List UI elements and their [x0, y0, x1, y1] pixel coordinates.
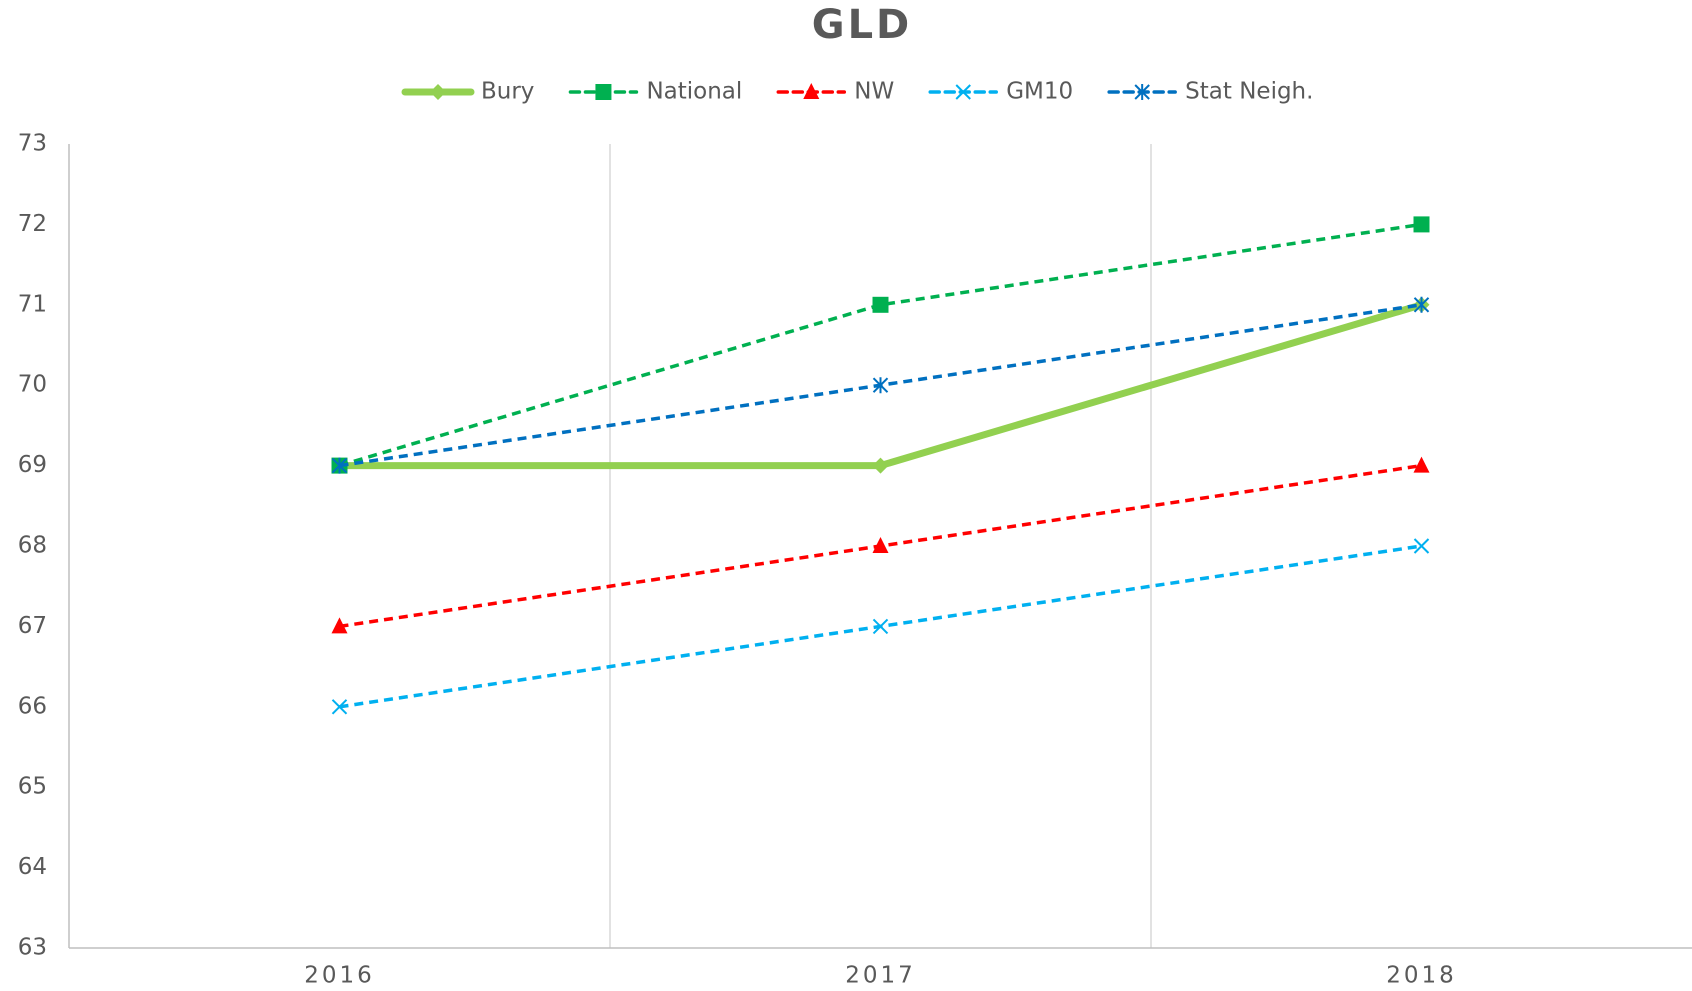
marker	[872, 296, 889, 313]
marker	[1413, 216, 1430, 233]
marker	[872, 537, 889, 553]
y-tick-label: 68	[18, 533, 47, 559]
marker	[1134, 84, 1150, 100]
marker	[1413, 538, 1430, 554]
y-tick-label: 71	[18, 291, 47, 317]
y-tick-label: 67	[18, 613, 47, 639]
x-tick-label: 2018	[1386, 963, 1457, 989]
x-tick-label: 2017	[845, 963, 916, 989]
legend-item: Bury	[401, 79, 534, 105]
marker	[872, 457, 889, 474]
y-tick-label: 64	[18, 854, 47, 880]
y-tick-label: 72	[18, 211, 47, 237]
marker	[430, 84, 446, 100]
legend-label: National	[646, 79, 742, 105]
legend-item: Stat Neigh.	[1107, 79, 1313, 105]
marker	[1413, 456, 1430, 473]
y-tick-label: 66	[18, 693, 47, 719]
chart-title: GLD	[812, 2, 913, 48]
legend-label: GM10	[1006, 79, 1073, 105]
marker	[1413, 296, 1430, 313]
marker	[872, 618, 889, 635]
legend-item: NW	[776, 79, 894, 105]
legend-label: Stat Neigh.	[1185, 79, 1313, 105]
y-tick-label: 73	[18, 131, 47, 157]
marker	[331, 457, 348, 474]
y-tick-label: 69	[18, 452, 47, 478]
marker	[331, 617, 348, 634]
legend-label: Bury	[481, 79, 534, 105]
marker	[803, 83, 820, 99]
y-tick-label: 65	[18, 774, 47, 800]
y-tick-label: 63	[18, 935, 47, 961]
series-line	[339, 222, 1422, 468]
marker	[595, 84, 612, 100]
marker	[331, 699, 348, 715]
x-tick-label: 2016	[304, 963, 375, 989]
marker	[872, 377, 889, 394]
marker	[955, 84, 971, 100]
y-tick-label: 70	[18, 372, 47, 398]
legend-label: NW	[854, 79, 894, 105]
legend-item: GM10	[928, 79, 1073, 105]
